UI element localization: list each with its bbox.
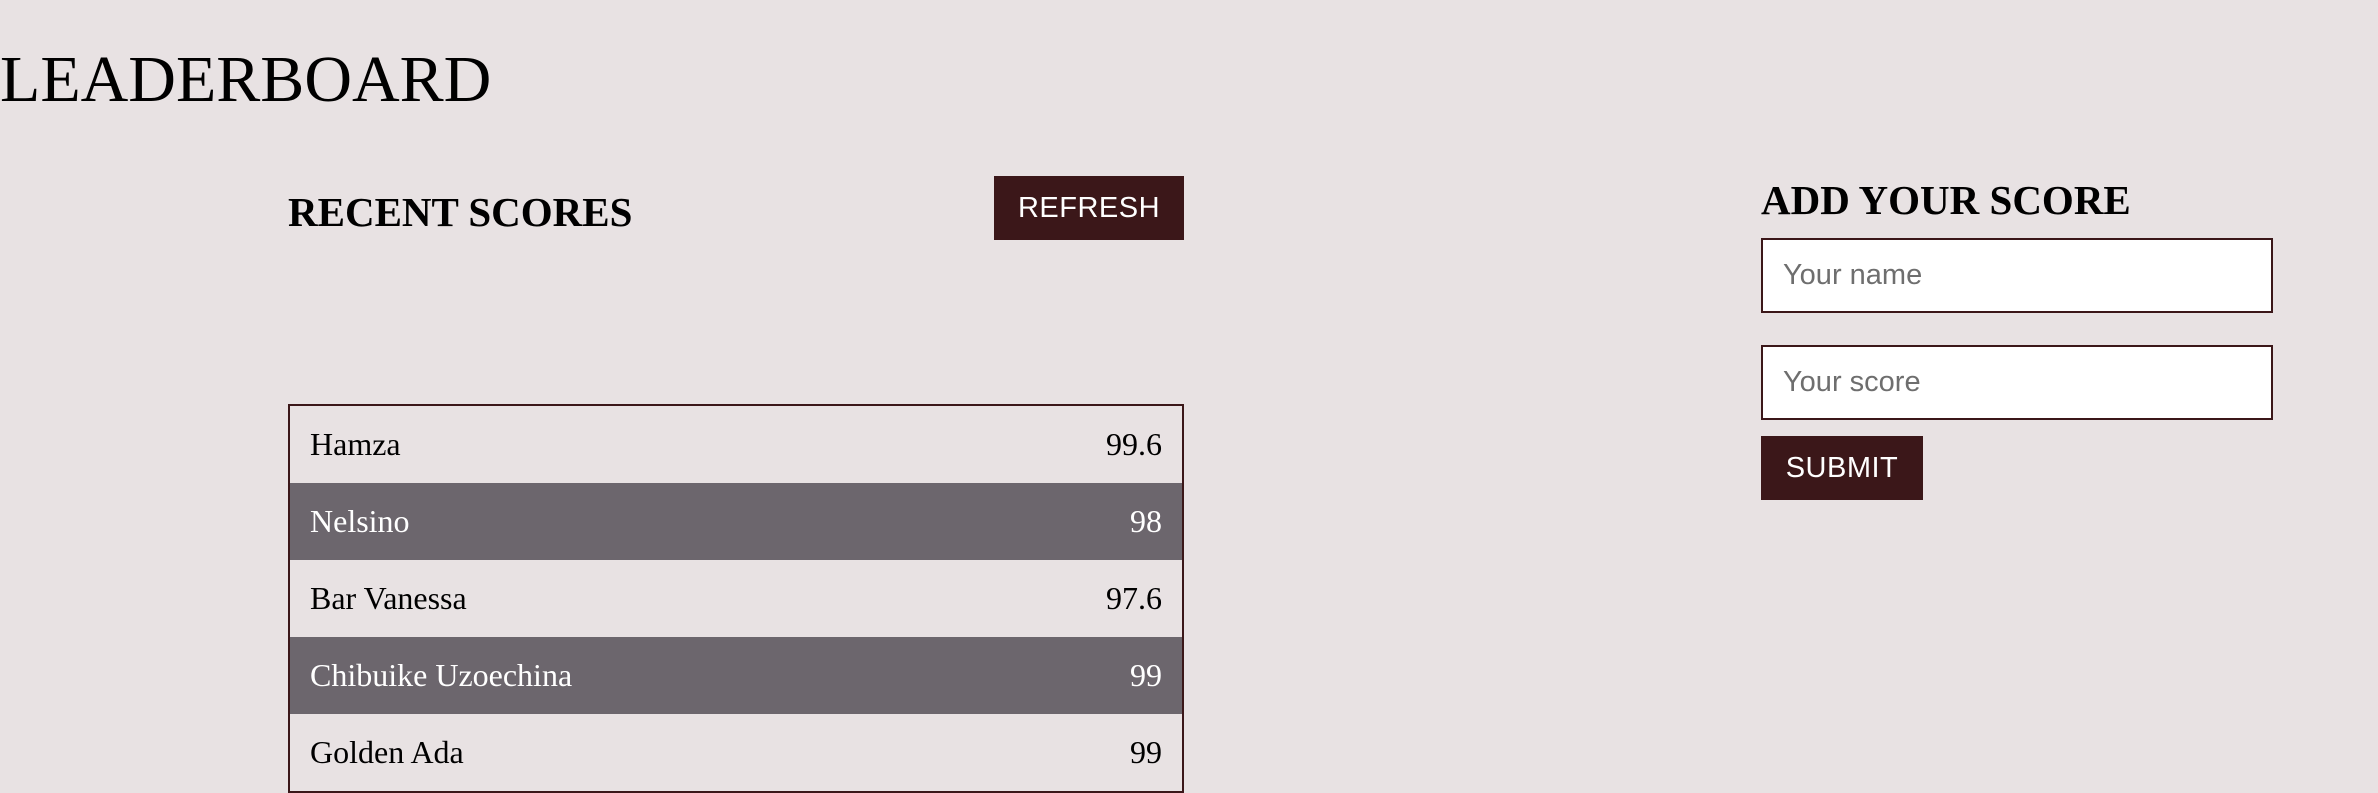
score-row: Nelsino 98 bbox=[290, 483, 1182, 560]
score-input[interactable] bbox=[1761, 345, 2273, 420]
add-score-heading: ADD YOUR SCORE bbox=[1761, 177, 2131, 223]
player-score: 99 bbox=[1130, 657, 1162, 693]
score-row: Hamza 99.6 bbox=[290, 406, 1182, 483]
page-title: LEADERBOARD bbox=[0, 43, 492, 116]
recent-scores-header: RECENT SCORES REFRESH bbox=[288, 176, 1184, 240]
add-score-section: ADD YOUR SCORE SUBMIT bbox=[1761, 170, 2273, 500]
score-row: Bar Vanessa 97.6 bbox=[290, 560, 1182, 637]
score-list: Hamza 99.6 Nelsino 98 Bar Vanessa 97.6 C… bbox=[288, 404, 1184, 793]
player-score: 97.6 bbox=[1106, 580, 1162, 616]
player-name: Bar Vanessa bbox=[310, 580, 467, 616]
score-row: Golden Ada 99 bbox=[290, 714, 1182, 791]
recent-scores-heading: RECENT SCORES bbox=[288, 189, 633, 235]
player-name: Nelsino bbox=[310, 503, 410, 539]
player-name: Chibuike Uzoechina bbox=[310, 657, 573, 693]
add-score-form: SUBMIT bbox=[1761, 238, 2273, 500]
recent-scores-section: RECENT SCORES REFRESH Hamza 99.6 Nelsino… bbox=[288, 176, 1184, 793]
submit-button[interactable]: SUBMIT bbox=[1761, 436, 1923, 500]
player-name: Hamza bbox=[310, 426, 401, 462]
player-score: 99 bbox=[1130, 734, 1162, 770]
player-score: 98 bbox=[1130, 503, 1162, 539]
name-input[interactable] bbox=[1761, 238, 2273, 313]
refresh-button[interactable]: REFRESH bbox=[994, 176, 1184, 240]
score-row: Chibuike Uzoechina 99 bbox=[290, 637, 1182, 714]
player-name: Golden Ada bbox=[310, 734, 464, 770]
player-score: 99.6 bbox=[1106, 426, 1162, 462]
